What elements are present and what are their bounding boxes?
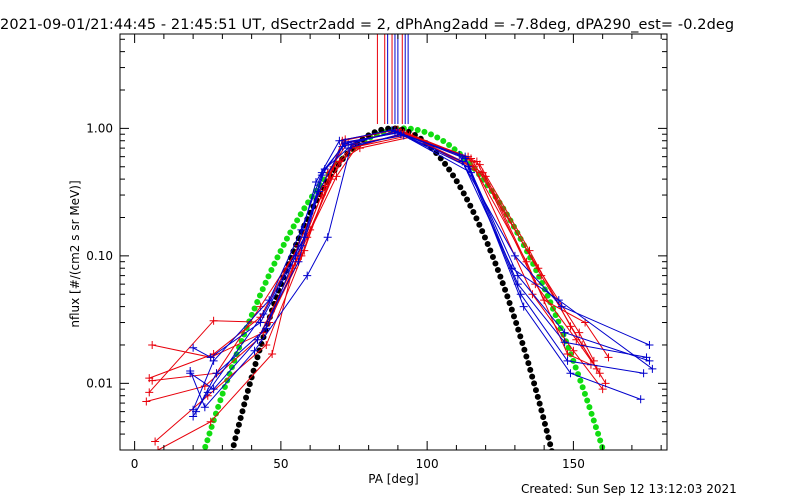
data-point — [250, 346, 259, 355]
data-point — [648, 364, 657, 373]
data-point — [262, 340, 271, 349]
data-point — [528, 290, 537, 299]
data-point — [522, 257, 531, 266]
data-point — [516, 290, 525, 299]
data-point — [560, 338, 569, 347]
data-point — [566, 369, 575, 378]
data-point — [461, 154, 470, 163]
axes: 0 50 100 150 0.01 0.10 1.00 PA [deg] nflux [#/(c… — [68, 33, 668, 486]
fit-curve-black — [229, 125, 555, 450]
data-point — [332, 172, 341, 181]
data-point — [645, 356, 654, 365]
data-point — [317, 168, 326, 177]
x-tick-label: 50 — [273, 457, 288, 471]
data-point — [151, 437, 160, 446]
data-point — [575, 328, 584, 337]
data-point — [341, 139, 350, 148]
data-point — [388, 126, 397, 135]
data-point — [639, 369, 648, 378]
data-point — [393, 128, 402, 137]
vertical-markers — [376, 34, 409, 124]
data-series — [142, 125, 657, 450]
data-point — [148, 376, 157, 385]
data-point — [209, 385, 218, 394]
data-point — [142, 397, 151, 406]
data-point — [209, 316, 218, 325]
data-point — [475, 160, 484, 169]
data-point — [265, 296, 274, 305]
data-point — [563, 349, 572, 358]
data-point — [209, 356, 218, 365]
data-point — [148, 340, 157, 349]
data-point — [206, 417, 215, 426]
y-tick-label: 0.01 — [86, 376, 113, 390]
y-tick-label: 0.10 — [86, 249, 113, 263]
x-tick-label: 100 — [416, 457, 439, 471]
data-point — [294, 257, 303, 266]
data-point — [297, 225, 306, 234]
series-line-blue-7 — [192, 132, 647, 358]
data-point — [300, 233, 309, 242]
data-point — [212, 369, 221, 378]
data-point — [253, 335, 262, 344]
x-tick-label: 0 — [131, 457, 139, 471]
plot-title: 2021-09-01/21:44:45 - 21:45:51 UT, dSect… — [0, 17, 735, 33]
data-point — [259, 309, 268, 318]
y-tick-label: 1.00 — [86, 121, 113, 135]
data-point — [513, 271, 522, 280]
data-point — [537, 271, 546, 280]
x-tick-label: 150 — [562, 457, 585, 471]
data-point — [145, 388, 154, 397]
data-point — [291, 251, 300, 260]
data-point — [557, 302, 566, 311]
data-point — [481, 172, 490, 181]
data-point — [563, 356, 572, 365]
data-point — [560, 328, 569, 337]
data-point — [554, 296, 563, 305]
data-point — [566, 322, 575, 331]
data-point — [519, 302, 528, 311]
data-point — [335, 136, 344, 145]
fit-curve-green — [201, 125, 607, 450]
data-point — [268, 349, 277, 358]
fit-curves — [201, 125, 607, 450]
data-point — [323, 233, 332, 242]
y-axis-label: nflux [#/(cm2 s sr MeV)] — [68, 180, 82, 327]
created-timestamp: Created: Sun Sep 12 13:12:03 2021 — [521, 482, 737, 496]
data-point — [186, 366, 195, 375]
data-point — [262, 324, 271, 333]
data-point — [335, 157, 344, 166]
data-point — [510, 251, 519, 260]
series-line-blue-12 — [192, 131, 650, 410]
data-point — [154, 446, 163, 450]
plot-frame — [119, 33, 668, 451]
data-point — [604, 353, 613, 362]
series-line-red-5 — [157, 129, 592, 450]
data-point — [540, 296, 549, 305]
data-point — [189, 405, 198, 414]
series-line-red-6 — [152, 136, 609, 382]
data-point — [303, 271, 312, 280]
data-point — [189, 343, 198, 352]
data-point — [569, 346, 578, 355]
data-point — [200, 403, 209, 412]
series-line-blue-10 — [195, 129, 653, 412]
data-point — [636, 395, 645, 404]
data-point — [645, 340, 654, 349]
x-axis-label: PA [deg] — [368, 472, 418, 486]
data-point — [598, 385, 607, 394]
